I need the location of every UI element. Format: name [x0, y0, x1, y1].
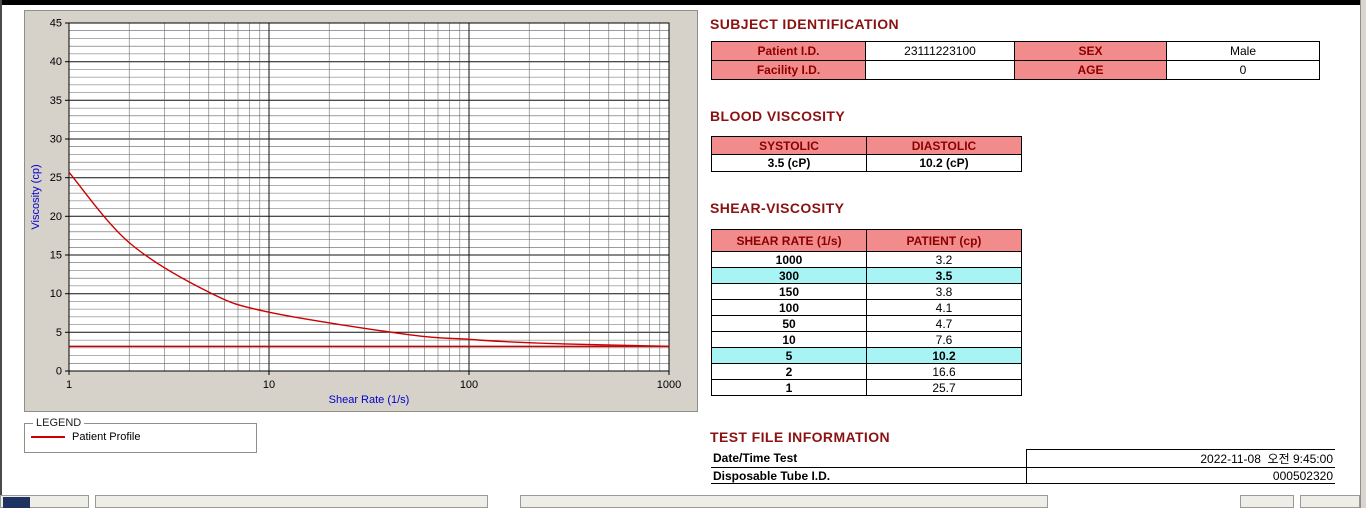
table-row: Patient I.D. 23111223100 SEX Male: [711, 41, 1320, 61]
bottom-panel-fragment[interactable]: [520, 495, 1048, 508]
shear-row: 5 10.2: [711, 347, 1022, 364]
table-row: SYSTOLIC DIASTOLIC: [711, 136, 1022, 155]
systolic-value: 3.5 (cP): [711, 154, 867, 172]
shear-rate-cell: 2: [711, 363, 867, 380]
patient-viscosity-cell: 4.1: [866, 299, 1022, 316]
blood-viscosity-table: SYSTOLIC DIASTOLIC 3.5 (cP) 10.2 (cP): [711, 136, 1022, 172]
svg-text:20: 20: [50, 211, 62, 223]
svg-text:25: 25: [50, 172, 62, 184]
shear-rate-cell: 10: [711, 331, 867, 348]
blood-viscosity-title: BLOOD VISCOSITY: [710, 108, 846, 124]
patient-profile-line-swatch: [31, 436, 65, 438]
patient-viscosity-cell: 25.7: [866, 379, 1022, 396]
table-header-row: SHEAR RATE (1/s) PATIENT (cp): [711, 229, 1022, 252]
window-right-border: [1360, 0, 1366, 508]
bottom-panel-fragment[interactable]: [1300, 495, 1360, 508]
patient-cp-header: PATIENT (cp): [866, 229, 1022, 252]
table-row: Date/Time Test 2022-11-08 오전 9:45:00: [711, 449, 1335, 468]
patient-id-label: Patient I.D.: [711, 41, 866, 61]
sex-value: Male: [1166, 41, 1320, 61]
table-row: Facility I.D. AGE 0: [711, 60, 1320, 80]
shear-rate-cell: 100: [711, 299, 867, 316]
legend-item-label: Patient Profile: [72, 431, 141, 443]
bottom-navy-button-fragment[interactable]: [3, 497, 30, 508]
svg-text:0: 0: [56, 366, 62, 378]
svg-text:100: 100: [460, 379, 478, 391]
date-time-test-label: Date/Time Test: [711, 449, 1027, 468]
bottom-panel-fragment[interactable]: [95, 495, 488, 508]
svg-text:5: 5: [56, 327, 62, 339]
svg-text:10: 10: [50, 288, 62, 300]
facility-id-label: Facility I.D.: [711, 60, 866, 80]
shear-row: 50 4.7: [711, 315, 1022, 332]
svg-text:1: 1: [66, 379, 72, 391]
svg-text:Viscosity (cp): Viscosity (cp): [30, 164, 42, 229]
svg-text:15: 15: [50, 250, 62, 262]
shear-viscosity-table: SHEAR RATE (1/s) PATIENT (cp) 1000 3.2 300…: [711, 229, 1022, 396]
svg-text:1000: 1000: [657, 379, 681, 391]
patient-id-value: 23111223100: [865, 41, 1015, 61]
shear-rate-cell: 300: [711, 267, 867, 284]
facility-id-value: [865, 60, 1015, 80]
svg-text:10: 10: [263, 379, 275, 391]
disposable-tube-id-value: 000502320: [1026, 467, 1335, 484]
chart-legend: LEGEND Patient Profile: [24, 417, 257, 453]
shear-row: 1 25.7: [711, 379, 1022, 396]
svg-text:30: 30: [50, 134, 62, 146]
age-value: 0: [1166, 60, 1320, 80]
disposable-tube-id-label: Disposable Tube I.D.: [711, 467, 1027, 484]
patient-viscosity-cell: 3.5: [866, 267, 1022, 284]
patient-viscosity-cell: 10.2: [866, 347, 1022, 364]
systolic-header: SYSTOLIC: [711, 136, 867, 155]
bottom-panel-fragment[interactable]: [1240, 495, 1294, 508]
legend-item: Patient Profile: [31, 431, 250, 443]
table-row: 3.5 (cP) 10.2 (cP): [711, 154, 1022, 172]
shear-rate-cell: 1: [711, 379, 867, 396]
age-label: AGE: [1014, 60, 1167, 80]
subject-identification-table: Patient I.D. 23111223100 SEX Male Facili…: [711, 41, 1320, 80]
shear-row: 300 3.5: [711, 267, 1022, 284]
report-details-column: SUBJECT IDENTIFICATION Patient I.D. 2311…: [710, 0, 1342, 508]
shear-row: 150 3.8: [711, 283, 1022, 300]
shear-rate-cell: 5: [711, 347, 867, 364]
shear-rate-cell: 1000: [711, 251, 867, 268]
svg-text:35: 35: [50, 95, 62, 107]
viscosity-chart-panel: 0 5 10 15 20 25 30 35 40 45 1 10 100 1000 Shear Rate (…: [24, 10, 698, 412]
shear-row: 10 7.6: [711, 331, 1022, 348]
shear-row: 1000 3.2: [711, 251, 1022, 268]
patient-viscosity-cell: 3.8: [866, 283, 1022, 300]
patient-viscosity-cell: 7.6: [866, 331, 1022, 348]
svg-text:40: 40: [50, 56, 62, 68]
diastolic-value: 10.2 (cP): [866, 154, 1022, 172]
subject-identification-title: SUBJECT IDENTIFICATION: [710, 16, 899, 32]
shear-rate-header: SHEAR RATE (1/s): [711, 229, 867, 252]
svg-text:Shear Rate (1/s): Shear Rate (1/s): [329, 394, 410, 406]
svg-text:45: 45: [50, 18, 62, 30]
patient-viscosity-cell: 4.7: [866, 315, 1022, 332]
shear-viscosity-title: SHEAR-VISCOSITY: [710, 200, 845, 216]
shear-rate-cell: 150: [711, 283, 867, 300]
date-time-test-value: 2022-11-08 오전 9:45:00: [1026, 449, 1335, 468]
viscosity-chart: 0 5 10 15 20 25 30 35 40 45 1 10 100 1000 Shear Rate (…: [30, 18, 681, 407]
window-top-strip: [0, 0, 1366, 5]
test-file-information-table: Date/Time Test 2022-11-08 오전 9:45:00 Dis…: [711, 449, 1335, 484]
test-file-information-title: TEST FILE INFORMATION: [710, 429, 891, 445]
patient-viscosity-cell: 16.6: [866, 363, 1022, 380]
table-row: Disposable Tube I.D. 000502320: [711, 467, 1335, 484]
patient-viscosity-cell: 3.2: [866, 251, 1022, 268]
legend-title: LEGEND: [36, 417, 82, 429]
window-left-border: [0, 0, 2, 508]
shear-rate-cell: 50: [711, 315, 867, 332]
sex-label: SEX: [1014, 41, 1167, 61]
diastolic-header: DIASTOLIC: [866, 136, 1022, 155]
shear-row: 100 4.1: [711, 299, 1022, 316]
shear-row: 2 16.6: [711, 363, 1022, 380]
